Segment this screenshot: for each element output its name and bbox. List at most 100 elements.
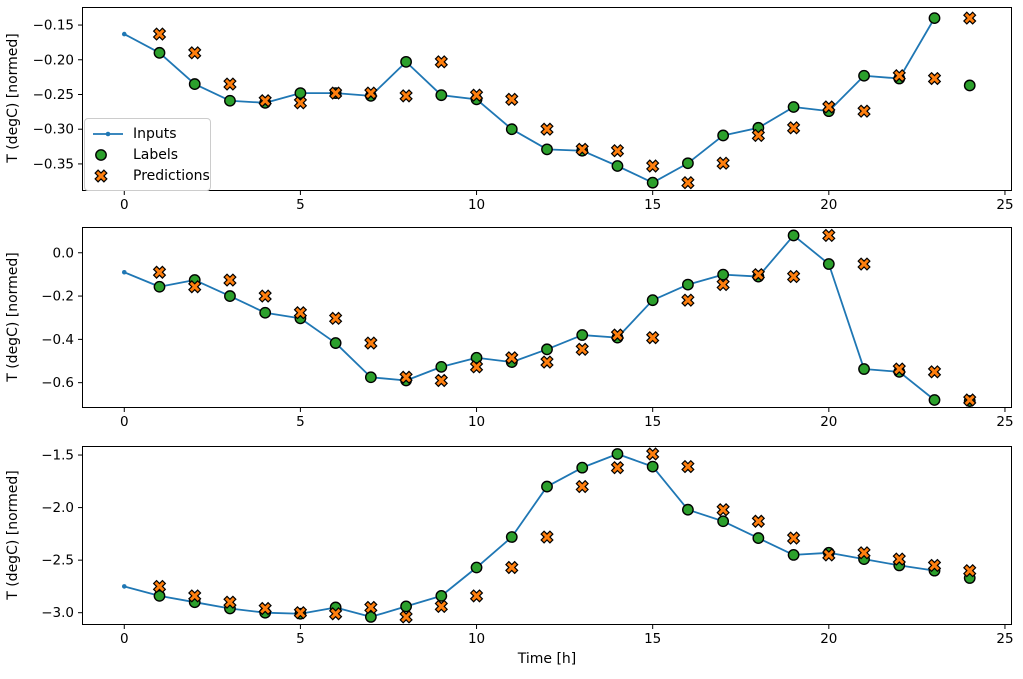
predictions-marker <box>293 96 308 110</box>
legend-label-inputs: Inputs <box>133 125 177 142</box>
series-labels <box>153 448 976 623</box>
y-axis-label-subplot-3: T (degC) [normed] <box>5 469 21 600</box>
labels-marker <box>717 268 730 281</box>
labels-marker <box>364 371 377 384</box>
x-tick-label: 10 <box>468 414 485 430</box>
labels-marker <box>717 515 730 528</box>
predictions-marker <box>645 330 660 345</box>
predictions-marker <box>575 142 589 157</box>
labels-marker <box>435 589 448 602</box>
predictions-marker <box>892 69 906 83</box>
series-labels <box>153 12 976 189</box>
labels-marker <box>682 157 694 170</box>
y-tick-label: −0.2 <box>41 289 74 305</box>
y-axis-label-subplot-2: T (degC) [normed] <box>5 251 21 382</box>
y-tick-label: −0.15 <box>33 18 74 34</box>
labels-marker <box>364 611 377 623</box>
labels-marker <box>576 461 589 474</box>
predictions-marker <box>223 273 237 287</box>
inputs-line-symbol-svg <box>93 131 123 136</box>
labels-marker <box>470 351 483 364</box>
labels-marker <box>822 258 835 270</box>
predictions-marker <box>152 27 167 41</box>
legend-circle <box>95 148 107 161</box>
inputs-point-marker <box>121 31 127 37</box>
y-tick-label: −2.0 <box>41 500 74 516</box>
labels-marker <box>400 600 412 613</box>
labels-circle-symbol-svg <box>95 148 107 161</box>
x-tick-label: 0 <box>120 197 129 213</box>
labels-marker <box>928 394 941 406</box>
predictions-marker <box>857 257 871 271</box>
predictions-marker <box>786 531 801 545</box>
axes-spines <box>82 446 1012 625</box>
predictions-marker <box>223 77 237 91</box>
predictions-marker <box>681 175 695 190</box>
predictions-marker <box>328 607 343 621</box>
predictions-marker <box>505 351 519 365</box>
predictions-marker <box>434 373 449 388</box>
predictions-marker <box>575 479 589 494</box>
labels-marker <box>400 55 412 68</box>
labels-marker <box>541 343 553 356</box>
labels-marker <box>787 229 800 242</box>
predictions-marker <box>469 88 484 102</box>
series-inputs <box>121 233 937 403</box>
series-predictions <box>152 447 977 624</box>
labels-marker <box>153 280 166 293</box>
labels-marker <box>153 589 166 602</box>
predictions-marker <box>822 228 836 243</box>
x-tick-label: 10 <box>468 197 485 213</box>
x-tick-label: 20 <box>820 197 837 213</box>
legend: Inputs Labels Predictions <box>84 118 211 191</box>
y-tick-label: −1.5 <box>41 448 74 464</box>
predictions-marker <box>716 503 730 517</box>
legend-item-inputs: Inputs <box>92 123 204 144</box>
predictions-marker <box>505 560 519 575</box>
y-tick-label: 0.0 <box>53 245 74 261</box>
labels-marker <box>576 329 589 341</box>
predictions-marker <box>152 579 167 594</box>
labels-marker <box>787 101 800 113</box>
labels-marker <box>682 278 694 291</box>
labels-marker <box>541 480 553 493</box>
labels-marker <box>963 79 976 92</box>
legend-label-labels: Labels <box>133 146 179 163</box>
labels-marker <box>646 176 659 189</box>
predictions-marker <box>681 459 695 474</box>
predictions-marker <box>540 122 554 136</box>
predictions-marker <box>434 55 449 69</box>
predictions-marker <box>610 328 625 342</box>
x-tick-label: 20 <box>820 414 837 430</box>
labels-marker <box>259 306 272 319</box>
predictions-marker <box>328 311 343 326</box>
inputs-line <box>124 453 935 618</box>
legend-label-predictions: Predictions <box>133 167 210 184</box>
series-predictions <box>152 11 977 190</box>
labels-marker <box>858 363 870 375</box>
predictions-marker <box>505 92 519 107</box>
predictions-marker <box>927 558 942 573</box>
labels-marker <box>224 94 236 107</box>
y-tick-label: −2.5 <box>41 553 74 569</box>
x-tick-label: 25 <box>996 631 1013 647</box>
predictions-marker <box>857 546 871 560</box>
predictions-marker <box>364 600 378 615</box>
subplot-2: 0 5 10 15 20 25 0.0 −0.2 −0.4 −0.6 <box>41 227 1014 430</box>
predictions-marker <box>681 293 695 307</box>
predictions-marker <box>751 267 766 282</box>
y-tick-label: −0.30 <box>33 122 74 138</box>
y-axis-label-subplot-1: T (degC) [normed] <box>5 33 21 163</box>
predictions-marker <box>751 514 766 528</box>
series-predictions <box>152 228 977 407</box>
legend-line-dot <box>105 131 111 136</box>
x-tick-label: 5 <box>296 414 305 430</box>
predictions-marker <box>786 121 801 135</box>
labels-marker <box>188 78 201 90</box>
x-tick-label: 15 <box>644 414 661 430</box>
predictions-marker <box>469 589 484 603</box>
predictions-marker <box>469 360 484 374</box>
labels-marker <box>505 531 518 543</box>
x-tick-label: 5 <box>296 197 305 213</box>
